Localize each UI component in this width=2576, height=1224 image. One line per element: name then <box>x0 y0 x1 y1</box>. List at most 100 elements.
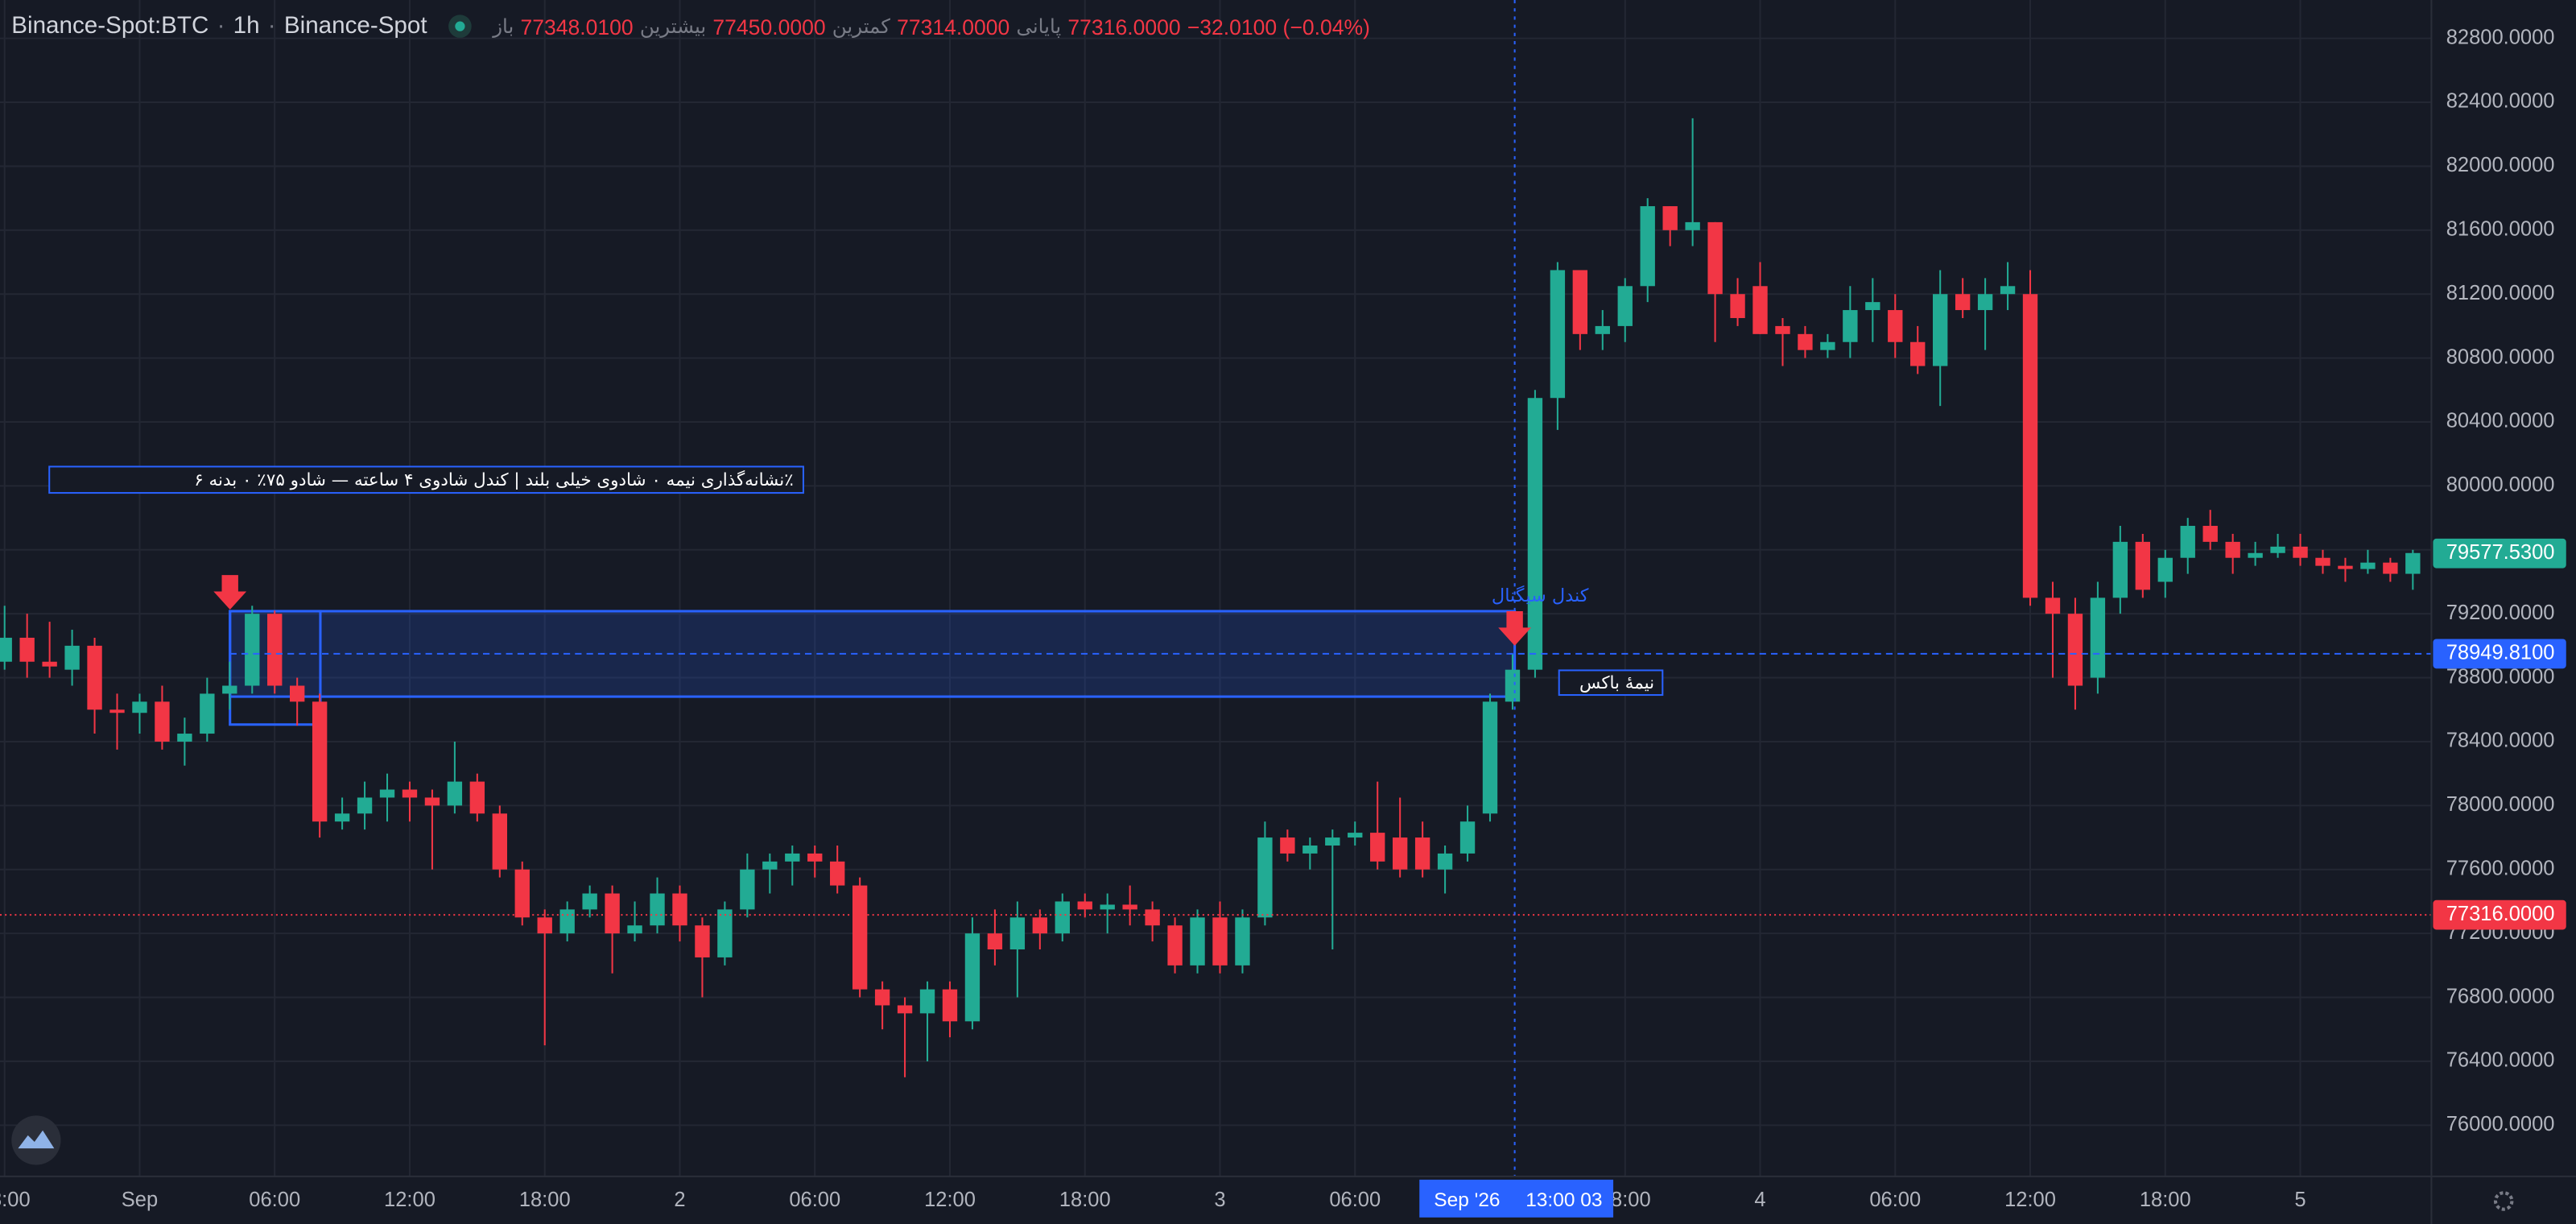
candle-body <box>177 734 192 742</box>
y-tick-label: 82800.0000 <box>2446 26 2555 48</box>
ohlc-label: باز <box>493 14 514 38</box>
candle-body <box>627 925 642 934</box>
candle-body <box>582 893 597 910</box>
candle-body <box>1077 901 1092 910</box>
candle-body <box>537 917 552 934</box>
candle-body <box>874 989 890 1006</box>
price-label: 79577.5300 <box>2446 541 2555 564</box>
candle-body <box>1325 837 1340 846</box>
exchange: Binance-Spot <box>283 13 427 39</box>
status-dot <box>448 14 472 38</box>
candle-body <box>1527 398 1543 670</box>
note-text: ٪نشانه‌گذاری نیمه ۰ شادوی خیلی بلند | کن… <box>194 469 793 490</box>
candle-body <box>2248 552 2263 558</box>
candle-body <box>2045 598 2061 614</box>
candle-body <box>447 781 463 806</box>
y-tick-label: 78000.0000 <box>2446 793 2555 816</box>
candle-body <box>87 645 102 710</box>
candle-body <box>1640 206 1655 287</box>
candle-body <box>2180 526 2195 558</box>
x-tick-label: 18:00 <box>519 1189 571 1211</box>
x-tick-label: 12:00 <box>384 1189 436 1211</box>
candle-body <box>2225 541 2240 558</box>
x-tick-label: 06:00 <box>249 1189 300 1211</box>
candle-body <box>1235 917 1250 966</box>
candle-body <box>334 813 350 822</box>
ohlc-value: 77314.0000 <box>897 14 1010 39</box>
candle-body <box>919 989 935 1014</box>
separator: · <box>267 13 276 39</box>
y-tick-label: 82400.0000 <box>2446 90 2555 113</box>
ohlc-value: 77348.0100 <box>520 14 634 39</box>
y-tick-label: 76800.0000 <box>2446 985 2555 1007</box>
candle-body <box>64 645 80 670</box>
candle-body <box>1437 853 1453 870</box>
x-tick-label: 12:00 <box>2004 1189 2056 1211</box>
candle-body <box>357 797 373 814</box>
y-tick-label: 80800.0000 <box>2446 345 2555 368</box>
crosshair-date: Sep '26 <box>1434 1189 1500 1211</box>
candle-body <box>267 614 283 686</box>
y-tick-label: 82000.0000 <box>2446 154 2555 176</box>
candle-body <box>2067 614 2083 686</box>
candle-body <box>1933 294 1948 366</box>
candle-body <box>2270 546 2285 553</box>
candle-body <box>2338 565 2353 569</box>
y-tick-label: 80400.0000 <box>2446 410 2555 432</box>
price-lines <box>0 652 2432 916</box>
price-label-box <box>2433 639 2566 669</box>
candle-body <box>740 869 755 910</box>
candle-body <box>1190 917 1205 966</box>
arrow-marker <box>213 575 247 610</box>
x-tick-label: 2 <box>674 1189 685 1211</box>
ohlc-value: 77316.0000 <box>1067 14 1181 39</box>
logo-mark <box>18 1130 55 1149</box>
candle-body <box>807 853 823 862</box>
candle-body <box>2315 557 2330 566</box>
candle-body <box>1348 833 1363 838</box>
x-tick-label: 06:00 <box>1329 1189 1381 1211</box>
candle-body <box>942 989 958 1022</box>
separator: · <box>217 13 225 39</box>
candle-body <box>2383 562 2398 574</box>
candle-body <box>1685 221 1700 230</box>
candle-body <box>2135 541 2150 590</box>
y-tick-label: 78800.0000 <box>2446 665 2555 688</box>
candle-body <box>514 869 530 918</box>
candle-body <box>1009 917 1026 950</box>
candle-body <box>289 685 305 702</box>
candle-body <box>1302 845 1318 854</box>
crosshair-time-label <box>1419 1179 1614 1218</box>
candle-body <box>200 693 215 734</box>
change: −32.0100 (−0.04%) <box>1187 14 1370 39</box>
candle-body <box>1459 821 1476 854</box>
candle-body <box>1730 294 1745 318</box>
x-tick-label: Sep <box>122 1189 158 1211</box>
y-tick-label: 76400.0000 <box>2446 1049 2555 1072</box>
ohlc-label: پایانی <box>1016 14 1062 38</box>
candle-body <box>1865 302 1880 311</box>
y-tick-label: 80000.0000 <box>2446 473 2555 496</box>
candle-body <box>402 789 418 798</box>
candle-body <box>987 933 1003 950</box>
zone-box[interactable] <box>229 610 1517 698</box>
candle-body <box>785 853 800 862</box>
candle-body <box>605 893 620 934</box>
candle-body <box>762 861 778 870</box>
symbol: Binance-Spot:BTC <box>11 13 209 39</box>
settings-icon[interactable] <box>2493 1191 2514 1211</box>
ohlc-label: کمترین <box>832 14 890 38</box>
signal-label: کندل سیگنال <box>1492 585 1589 606</box>
candle-body <box>2405 552 2421 574</box>
candle-body <box>222 685 237 694</box>
arrow-marker <box>1498 610 1532 646</box>
x-tick-label: 18:00 <box>2140 1189 2191 1211</box>
y-tick-label: 77600.0000 <box>2446 857 2555 879</box>
candle-body <box>1617 286 1633 326</box>
candle-body <box>0 637 12 662</box>
candle-body <box>1100 904 1115 910</box>
candle-body <box>2360 562 2376 569</box>
candle-body <box>897 1005 913 1014</box>
candle-body <box>1820 341 1835 350</box>
